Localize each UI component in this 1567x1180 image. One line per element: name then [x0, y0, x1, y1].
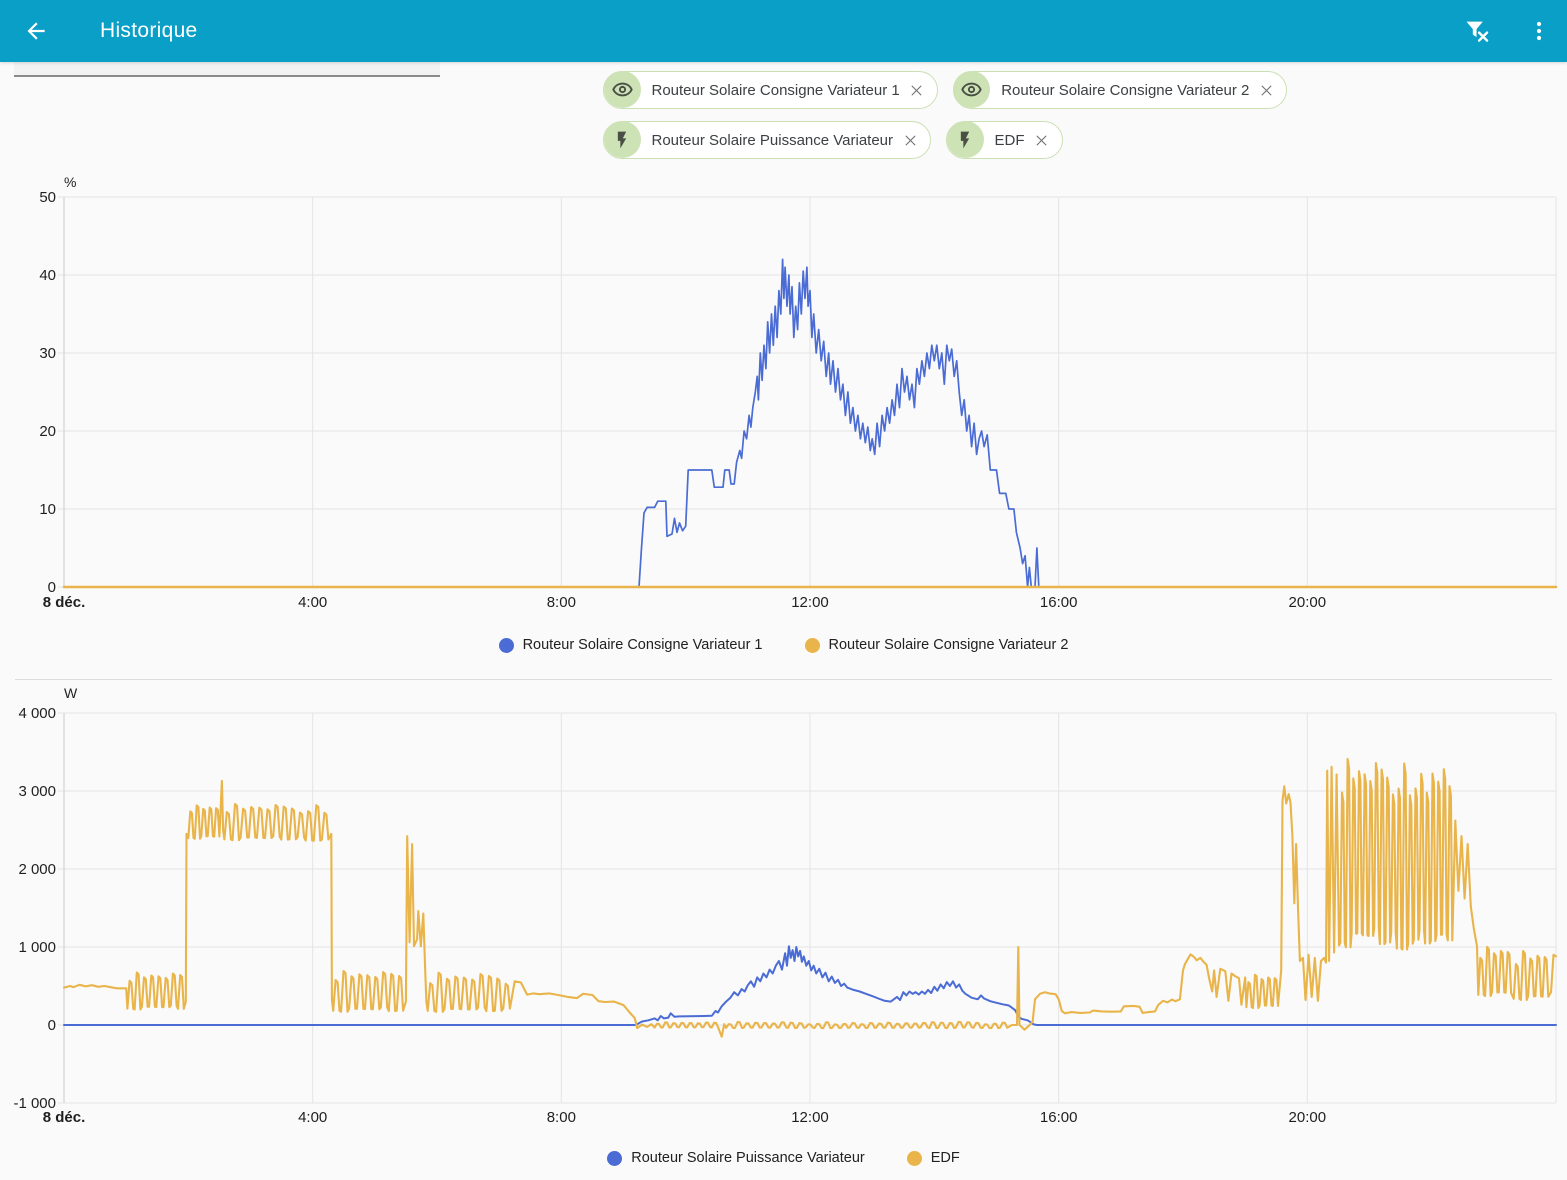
x-tick-label: 8:00 [547, 594, 576, 611]
filter-chip-4[interactable]: EDF [946, 121, 1063, 159]
legend-item[interactable]: EDF [906, 1150, 960, 1166]
eye-icon [953, 71, 991, 109]
entity-filter-chips: Routeur Solaire Consigne Variateur 1 Rout… [603, 71, 1308, 159]
overflow-menu-button[interactable] [1519, 11, 1559, 51]
flash-icon [946, 121, 984, 159]
y-tick-label: 10 [39, 501, 56, 518]
series-edf [62, 757, 1558, 1038]
x-tick-label: 12:00 [791, 594, 829, 611]
legend-dot [607, 1150, 623, 1166]
x-tick-label: 8 déc. [43, 1109, 86, 1126]
dots-vertical-icon [1536, 21, 1542, 41]
y-tick-label: 3 000 [18, 783, 56, 800]
filter-chip-1[interactable]: Routeur Solaire Consigne Variateur 1 [603, 71, 938, 109]
y-tick-label: 2 000 [18, 861, 56, 878]
legend-dot [804, 637, 820, 653]
axis-unit-label: W [64, 685, 78, 701]
chip-close-icon[interactable] [909, 82, 925, 98]
x-tick-label: 16:00 [1040, 594, 1078, 611]
chip-close-icon[interactable] [1258, 82, 1274, 98]
legend-label: Routeur Solaire Consigne Variateur 2 [828, 637, 1069, 653]
app-header: Historique [0, 0, 1567, 62]
x-tick-label: 20:00 [1289, 1109, 1327, 1126]
x-tick-label: 8 déc. [43, 594, 86, 611]
y-tick-label: 50 [39, 189, 56, 206]
eye-icon [603, 71, 641, 109]
x-tick-label: 12:00 [791, 1109, 829, 1126]
legend-label: Routeur Solaire Consigne Variateur 1 [522, 637, 763, 653]
axis-unit-label: % [64, 174, 76, 190]
arrow-left-icon [27, 22, 45, 40]
y-tick-label: 40 [39, 267, 56, 284]
chip-label: EDF [994, 131, 1025, 149]
legend-item[interactable]: Routeur Solaire Consigne Variateur 1 [498, 637, 763, 653]
chart-legend-consigne: Routeur Solaire Consigne Variateur 1 Rout… [0, 632, 1567, 658]
filter-remove-button[interactable] [1457, 11, 1497, 51]
y-tick-label: 0 [48, 579, 56, 596]
x-tick-label: 8:00 [547, 1109, 576, 1126]
legend-item[interactable]: Routeur Solaire Puissance Variateur [607, 1150, 865, 1166]
x-tick-label: 20:00 [1289, 594, 1327, 611]
back-button[interactable] [16, 11, 56, 51]
section-divider [15, 679, 1552, 680]
series-routeur-solaire-puissance-variateur [63, 945, 1557, 1026]
date-range-input[interactable] [14, 62, 440, 77]
series-routeur-solaire-consigne-variateur-1 [638, 258, 1043, 588]
y-tick-label: 4 000 [18, 705, 56, 722]
page-title: Historique [100, 19, 198, 42]
chip-label: Routeur Solaire Consigne Variateur 1 [651, 81, 900, 99]
x-tick-label: 4:00 [298, 594, 327, 611]
x-tick-label: 4:00 [298, 1109, 327, 1126]
y-tick-label: 30 [39, 345, 56, 362]
chip-close-icon[interactable] [902, 132, 918, 148]
legend-item[interactable]: Routeur Solaire Consigne Variateur 2 [804, 637, 1069, 653]
y-tick-label: 20 [39, 423, 56, 440]
filter-chip-2[interactable]: Routeur Solaire Consigne Variateur 2 [952, 71, 1288, 109]
flash-icon [603, 121, 641, 159]
chip-label: Routeur Solaire Consigne Variateur 2 [1001, 81, 1250, 99]
history-chart-puissance[interactable]: -1 000 0 1 000 2 000 3 000 4 000 8 déc. 4:00 8:0… [0, 685, 1567, 1145]
y-tick-label: 0 [48, 1017, 56, 1034]
legend-label: EDF [930, 1150, 960, 1166]
filter-chip-3[interactable]: Routeur Solaire Puissance Variateur [603, 121, 932, 159]
legend-label: Routeur Solaire Puissance Variateur [631, 1150, 865, 1166]
legend-dot [498, 637, 514, 653]
history-chart-consigne[interactable]: 0 10 20 30 40 50 8 déc. 4:00 8:00 12:00 16:00 20:00… [0, 170, 1567, 620]
legend-dot [906, 1150, 922, 1166]
chip-label: Routeur Solaire Puissance Variateur [651, 131, 894, 149]
y-tick-label: 1 000 [18, 939, 56, 956]
y-tick-label: -1 000 [13, 1095, 56, 1112]
filter-remove-icon [1466, 21, 1489, 42]
chart-legend-puissance: Routeur Solaire Puissance Variateur EDF [0, 1145, 1567, 1171]
chip-close-icon[interactable] [1034, 132, 1050, 148]
x-tick-label: 16:00 [1040, 1109, 1078, 1126]
